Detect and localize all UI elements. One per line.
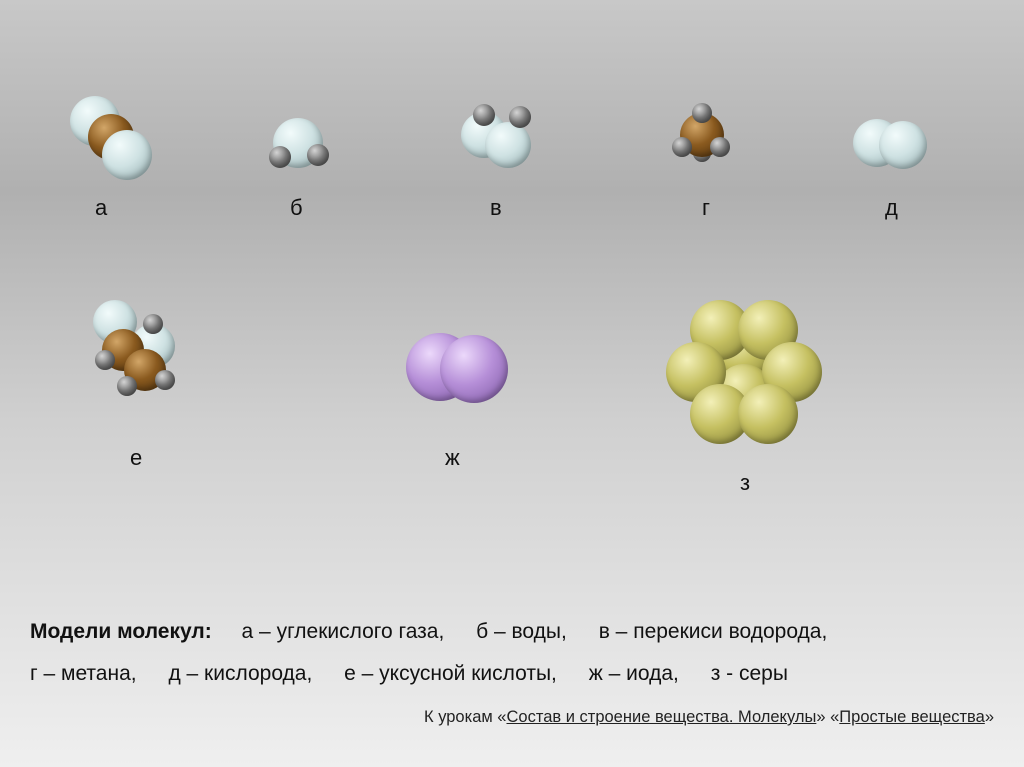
footer-suffix: » (985, 708, 994, 726)
footer-link-2[interactable]: Простые вещества (839, 708, 985, 726)
molecule-label-zh: ж (445, 445, 460, 471)
footer-mid: » « (816, 708, 839, 726)
legend-title: Модели молекул: (30, 620, 212, 643)
atom-violet (440, 335, 508, 403)
molecule-label-b: б (290, 195, 303, 221)
legend-item: г – метана, (30, 662, 137, 686)
legend-item: в – перекиси водорода, (599, 620, 828, 644)
atom-light_blue (102, 130, 152, 180)
molecule-label-v: в (490, 195, 502, 221)
legend-item: д – кислорода, (168, 662, 312, 686)
atom-grey (117, 376, 137, 396)
legend-item: а – углекислого газа, (242, 620, 445, 644)
atom-grey (269, 146, 291, 168)
molecule-label-z: з (740, 470, 750, 496)
atom-grey (155, 370, 175, 390)
atom-light_blue (485, 122, 531, 168)
legend-line-1: Модели молекул: а – углекислого газа, б … (30, 620, 994, 644)
atom-grey (692, 103, 712, 123)
legend-item: ж – иода, (589, 662, 679, 686)
atom-grey (509, 106, 531, 128)
molecule-label-g: г (702, 195, 710, 221)
legend-line-2: г – метана, д – кислорода, е – уксусной … (30, 662, 994, 686)
legend: Модели молекул: а – углекислого газа, б … (30, 620, 994, 727)
molecule-label-d: д (885, 195, 898, 221)
footer-prefix: К урокам « (424, 708, 506, 726)
atom-grey (672, 137, 692, 157)
atom-grey (307, 144, 329, 166)
atom-grey (95, 350, 115, 370)
legend-item: б – воды, (476, 620, 567, 644)
legend-item: з - серы (711, 662, 788, 686)
atom-grey (710, 137, 730, 157)
footer-link-1[interactable]: Состав и строение вещества. Молекулы (506, 708, 816, 726)
atom-yellow (738, 384, 798, 444)
atom-light_blue (879, 121, 927, 169)
legend-item: е – уксусной кислоты, (344, 662, 557, 686)
atom-grey (143, 314, 163, 334)
molecule-label-a: а (95, 195, 107, 221)
footer-links: К урокам «Состав и строение вещества. Мо… (30, 708, 994, 727)
molecule-label-e: е (130, 445, 142, 471)
atom-grey (473, 104, 495, 126)
